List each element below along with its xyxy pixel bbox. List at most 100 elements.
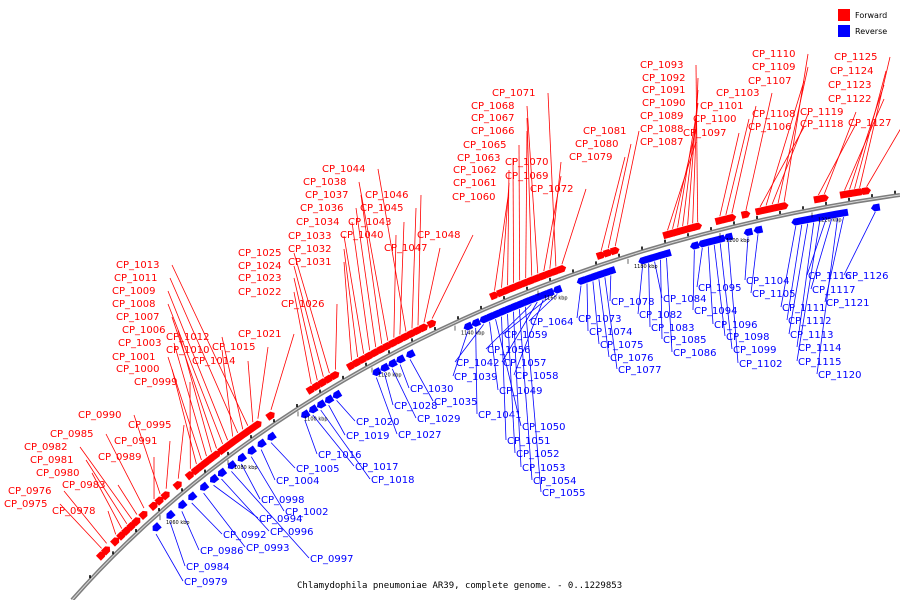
gene-label-cp-1032[interactable]: CP_1032 <box>288 244 331 255</box>
gene-label-cp-1088[interactable]: CP_1088 <box>640 124 683 135</box>
gene-label-cp-1104[interactable]: CP_1104 <box>746 276 789 287</box>
gene-label-cp-0997[interactable]: CP_0997 <box>310 554 353 565</box>
gene-label-cp-1120[interactable]: CP_1120 <box>818 370 861 381</box>
gene-label-cp-1005[interactable]: CP_1005 <box>296 464 339 475</box>
gene-label-cp-1019[interactable]: CP_1019 <box>346 431 389 442</box>
gene-label-cp-1115[interactable]: CP_1115 <box>798 357 841 368</box>
gene-label-cp-1014[interactable]: CP_1014 <box>192 356 235 367</box>
gene-label-cp-1077[interactable]: CP_1077 <box>618 365 661 376</box>
gene-label-cp-1035[interactable]: CP_1035 <box>434 397 477 408</box>
gene-label-cp-1022[interactable]: CP_1022 <box>238 287 281 298</box>
gene-label-cp-0985[interactable]: CP_0985 <box>50 429 93 440</box>
gene-label-cp-1066[interactable]: CP_1066 <box>471 126 514 137</box>
gene-label-cp-0992[interactable]: CP_0992 <box>223 530 266 541</box>
gene-label-cp-1069[interactable]: CP_1069 <box>505 171 548 182</box>
gene-label-cp-1082[interactable]: CP_1082 <box>639 310 682 321</box>
gene-label-cp-1025[interactable]: CP_1025 <box>238 248 281 259</box>
gene-label-cp-1108[interactable]: CP_1108 <box>752 109 795 120</box>
gene-label-cp-1094[interactable]: CP_1094 <box>694 306 737 317</box>
gene-label-cp-1050[interactable]: CP_1050 <box>522 422 565 433</box>
gene-label-cp-1073[interactable]: CP_1073 <box>578 314 621 325</box>
gene-label-cp-1095[interactable]: CP_1095 <box>698 283 741 294</box>
gene-label-cp-1124[interactable]: CP_1124 <box>830 66 873 77</box>
gene-label-cp-1034[interactable]: CP_1034 <box>296 217 339 228</box>
gene-label-cp-1043[interactable]: CP_1043 <box>348 217 391 228</box>
gene-label-cp-1093[interactable]: CP_1093 <box>640 60 683 71</box>
gene-label-cp-1027[interactable]: CP_1027 <box>398 430 441 441</box>
gene-label-cp-1039[interactable]: CP_1039 <box>454 372 497 383</box>
gene-label-cp-1029[interactable]: CP_1029 <box>417 414 460 425</box>
gene-label-cp-1061[interactable]: CP_1061 <box>453 178 496 189</box>
gene-label-cp-1090[interactable]: CP_1090 <box>642 98 685 109</box>
gene-label-cp-0980[interactable]: CP_0980 <box>36 468 79 479</box>
gene-label-cp-1081[interactable]: CP_1081 <box>583 126 626 137</box>
gene-label-cp-1112[interactable]: CP_1112 <box>788 316 831 327</box>
gene-label-cp-1114[interactable]: CP_1114 <box>798 343 841 354</box>
gene-label-cp-1007[interactable]: CP_1007 <box>116 312 159 323</box>
gene-label-cp-1000[interactable]: CP_1000 <box>116 364 159 375</box>
gene-label-cp-1049[interactable]: CP_1049 <box>499 386 542 397</box>
gene-label-cp-1018[interactable]: CP_1018 <box>371 475 414 486</box>
gene-label-cp-1054[interactable]: CP_1054 <box>533 476 576 487</box>
gene-label-cp-0991[interactable]: CP_0991 <box>114 436 157 447</box>
gene-label-cp-1057[interactable]: CP_1057 <box>503 358 546 369</box>
gene-label-cp-1044[interactable]: CP_1044 <box>322 164 365 175</box>
gene-label-cp-1047[interactable]: CP_1047 <box>384 243 427 254</box>
gene-label-cp-0993[interactable]: CP_0993 <box>246 543 289 554</box>
gene-label-cp-1023[interactable]: CP_1023 <box>238 273 281 284</box>
gene-label-cp-0984[interactable]: CP_0984 <box>186 562 229 573</box>
gene-label-cp-1001[interactable]: CP_1001 <box>112 352 155 363</box>
gene-label-cp-1065[interactable]: CP_1065 <box>463 140 506 151</box>
gene-label-cp-1052[interactable]: CP_1052 <box>516 449 559 460</box>
gene-label-cp-1048[interactable]: CP_1048 <box>417 230 460 241</box>
gene-label-cp-0981[interactable]: CP_0981 <box>30 455 73 466</box>
gene-label-cp-1118[interactable]: CP_1118 <box>800 119 843 130</box>
gene-label-cp-1030[interactable]: CP_1030 <box>410 384 453 395</box>
gene-label-cp-1021[interactable]: CP_1021 <box>238 329 281 340</box>
gene-label-cp-1060[interactable]: CP_1060 <box>452 192 495 203</box>
gene-label-cp-1127[interactable]: CP_1127 <box>848 118 891 129</box>
gene-label-cp-1056[interactable]: CP_1056 <box>487 345 530 356</box>
gene-label-cp-1063[interactable]: CP_1063 <box>457 153 500 164</box>
gene-label-cp-1087[interactable]: CP_1087 <box>640 137 683 148</box>
gene-label-cp-1038[interactable]: CP_1038 <box>303 177 346 188</box>
gene-label-cp-1084[interactable]: CP_1084 <box>663 294 706 305</box>
gene-label-cp-0989[interactable]: CP_0989 <box>98 452 141 463</box>
gene-label-cp-1106[interactable]: CP_1106 <box>748 122 791 133</box>
gene-label-cp-1111[interactable]: CP_1111 <box>782 303 825 314</box>
gene-label-cp-1102[interactable]: CP_1102 <box>739 359 782 370</box>
gene-label-cp-0982[interactable]: CP_0982 <box>24 442 67 453</box>
gene-label-cp-1013[interactable]: CP_1013 <box>116 260 159 271</box>
gene-label-cp-1083[interactable]: CP_1083 <box>651 323 694 334</box>
gene-label-cp-1067[interactable]: CP_1067 <box>471 113 514 124</box>
gene-label-cp-1072[interactable]: CP_1072 <box>530 184 573 195</box>
gene-label-cp-1105[interactable]: CP_1105 <box>752 289 795 300</box>
gene-label-cp-1024[interactable]: CP_1024 <box>238 261 281 272</box>
gene-label-cp-1064[interactable]: CP_1064 <box>530 317 573 328</box>
gene-label-cp-1123[interactable]: CP_1123 <box>828 80 871 91</box>
gene-label-cp-1080[interactable]: CP_1080 <box>575 139 618 150</box>
gene-label-cp-0986[interactable]: CP_0986 <box>200 546 243 557</box>
gene-label-cp-1017[interactable]: CP_1017 <box>355 462 398 473</box>
gene-label-cp-1113[interactable]: CP_1113 <box>790 330 833 341</box>
gene-label-cp-1079[interactable]: CP_1079 <box>569 152 612 163</box>
gene-label-cp-1103[interactable]: CP_1103 <box>716 88 759 99</box>
gene-label-cp-1011[interactable]: CP_1011 <box>114 273 157 284</box>
gene-label-cp-1004[interactable]: CP_1004 <box>276 476 319 487</box>
gene-label-cp-1033[interactable]: CP_1033 <box>288 231 331 242</box>
gene-label-cp-1041[interactable]: CP_1041 <box>478 410 521 421</box>
gene-label-cp-1058[interactable]: CP_1058 <box>515 371 558 382</box>
gene-label-cp-0978[interactable]: CP_0978 <box>52 506 95 517</box>
gene-label-cp-1028[interactable]: CP_1028 <box>394 401 437 412</box>
gene-label-cp-1009[interactable]: CP_1009 <box>112 286 155 297</box>
gene-label-cp-0994[interactable]: CP_0994 <box>259 514 302 525</box>
gene-label-cp-1068[interactable]: CP_1068 <box>471 101 514 112</box>
gene-label-cp-1062[interactable]: CP_1062 <box>453 165 496 176</box>
gene-label-cp-1026[interactable]: CP_1026 <box>281 299 324 310</box>
gene-label-cp-1085[interactable]: CP_1085 <box>663 335 706 346</box>
gene-label-cp-1076[interactable]: CP_1076 <box>610 353 653 364</box>
gene-label-cp-0976[interactable]: CP_0976 <box>8 486 51 497</box>
gene-label-cp-1006[interactable]: CP_1006 <box>122 325 165 336</box>
gene-label-cp-1010[interactable]: CP_1010 <box>166 345 209 356</box>
gene-label-cp-1012[interactable]: CP_1012 <box>166 332 209 343</box>
